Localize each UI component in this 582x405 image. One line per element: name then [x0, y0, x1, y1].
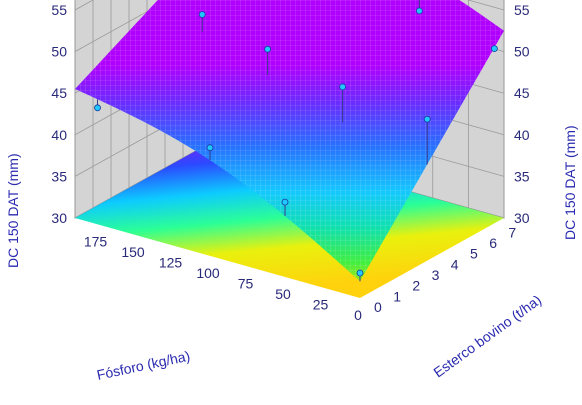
x-tick: 50 — [275, 286, 291, 302]
data-point — [423, 115, 431, 123]
y-tick: 4 — [451, 256, 459, 272]
x-axis-label: Fósforo (kg/ha) — [95, 348, 191, 383]
data-point — [356, 269, 364, 277]
z-tick-left: 35 — [51, 168, 67, 184]
y-tick: 7 — [508, 224, 516, 240]
z-tick-left: 45 — [51, 85, 67, 101]
z-tick-left: 55 — [51, 2, 67, 18]
z-axis-label-left: DC 150 DAT (mm) — [5, 153, 21, 268]
data-point — [490, 45, 498, 52]
z-tick-right: 30 — [514, 210, 530, 226]
x-tick: 100 — [196, 265, 220, 281]
y-tick: 1 — [393, 288, 401, 304]
x-tick: 25 — [313, 297, 329, 313]
z-tick-right: 50 — [514, 44, 530, 60]
x-tick: 125 — [159, 254, 183, 270]
x-tick: 75 — [238, 275, 254, 291]
data-point — [94, 104, 101, 112]
data-point — [264, 45, 272, 53]
surface-mesh — [75, 0, 504, 282]
x-tick: 175 — [84, 233, 108, 249]
y-axis-label: Esterco bovino (t/ha) — [430, 292, 544, 381]
z-tick-right: 45 — [514, 85, 530, 101]
z-tick-left: 50 — [51, 44, 67, 60]
data-point — [206, 144, 214, 152]
z-tick-right: 35 — [514, 168, 530, 184]
data-point — [198, 11, 206, 18]
y-tick: 3 — [432, 267, 440, 283]
z-tick-right: 40 — [514, 127, 530, 143]
y-tick: 5 — [470, 246, 478, 262]
data-point — [415, 7, 423, 15]
z-tick-left: 30 — [51, 210, 67, 226]
z-axis-label-right: DC 150 DAT (mm) — [562, 125, 578, 240]
y-tick: 2 — [412, 278, 420, 294]
y-tick: 0 — [374, 299, 382, 315]
y-tick: 6 — [489, 235, 497, 251]
x-tick: 150 — [121, 244, 145, 260]
data-point — [281, 198, 289, 206]
z-tick-right: 55 — [514, 2, 530, 18]
x-tick: 0 — [354, 307, 362, 323]
z-tick-left: 40 — [51, 127, 67, 143]
data-point — [339, 83, 347, 91]
